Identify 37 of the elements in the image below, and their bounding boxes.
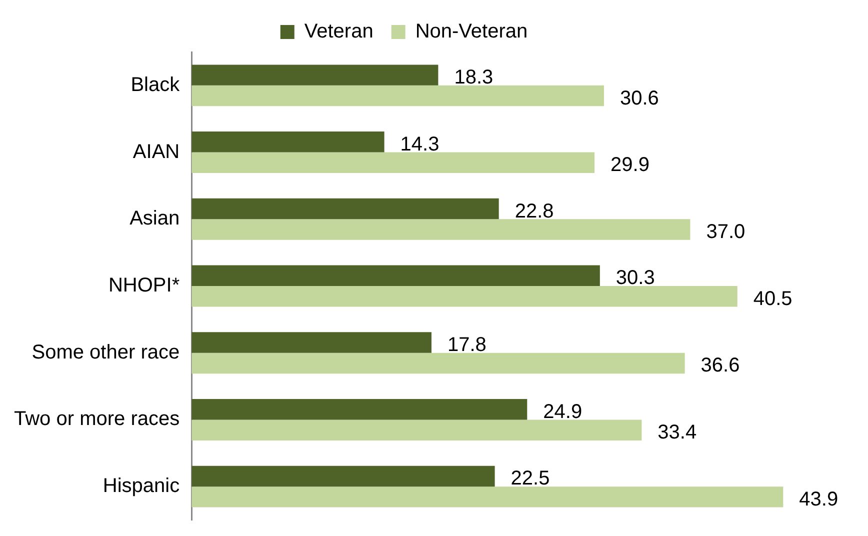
bar [192, 85, 604, 106]
y-tick-label: Hispanic [102, 475, 180, 498]
y-tick-label: NHOPI* [108, 274, 180, 297]
data-label: 30.3 [616, 267, 655, 290]
bar [192, 332, 432, 353]
data-label: 43.9 [799, 488, 838, 510]
legend-label: Non-Veteran [415, 20, 528, 43]
bar [192, 420, 642, 440]
bar [192, 198, 499, 220]
y-tick-label: Asian [130, 208, 180, 230]
data-label: 33.4 [658, 422, 697, 444]
bar [192, 132, 384, 152]
y-tick-label: Two or more races [14, 408, 180, 430]
bar [192, 466, 495, 487]
bar [192, 219, 690, 240]
data-label: 14.3 [400, 133, 440, 156]
y-tick-label: Some other race [32, 341, 180, 364]
bar [192, 486, 784, 508]
bar [192, 352, 685, 374]
legend-label: Veteran [304, 20, 374, 43]
bar [192, 286, 738, 307]
data-label: 24.9 [543, 400, 582, 423]
bar [192, 64, 438, 86]
data-label: 40.5 [753, 288, 792, 310]
bar [192, 152, 595, 174]
data-label: 36.6 [700, 354, 740, 377]
data-label: 17.8 [447, 334, 486, 356]
data-label: 22.5 [510, 468, 550, 490]
data-label: 30.6 [620, 87, 659, 110]
data-label: 18.3 [454, 66, 494, 89]
data-label: 29.9 [610, 154, 650, 176]
bar [192, 398, 528, 420]
bar [192, 265, 600, 286]
data-label: 37.0 [706, 221, 746, 244]
data-label: 22.8 [514, 200, 554, 222]
y-tick-label: AIAN [132, 140, 180, 163]
y-tick-label: Black [130, 74, 181, 96]
